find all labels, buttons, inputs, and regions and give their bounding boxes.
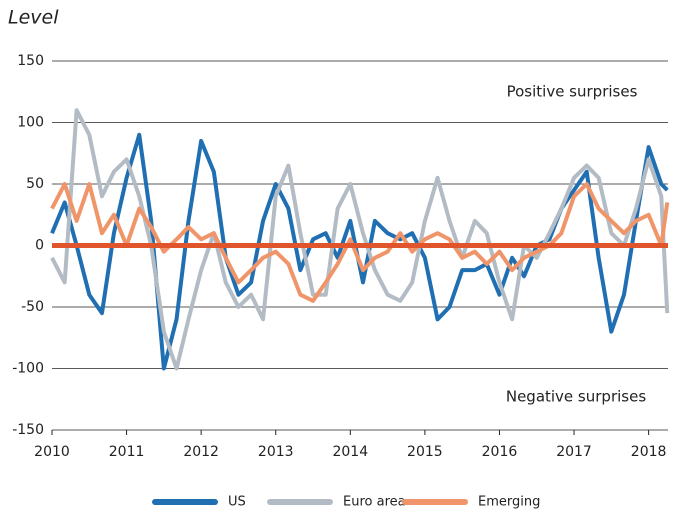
x-tick-label: 2017 (556, 444, 592, 460)
annotation: Positive surprises (507, 83, 638, 101)
annotation: Negative surprises (506, 388, 646, 406)
y-tick-label: -100 (12, 361, 44, 377)
x-tick-label: 2016 (482, 444, 518, 460)
x-tick-label: 2014 (332, 444, 368, 460)
y-tick-label: 0 (35, 238, 44, 254)
x-tick-label: 2010 (34, 444, 70, 460)
x-tick-label: 2012 (183, 444, 219, 460)
y-tick-label: 150 (17, 53, 44, 69)
line-series (50, 108, 670, 371)
y-tick-label: -50 (21, 299, 44, 315)
line-series (50, 182, 670, 303)
legend-label: Euro area (343, 495, 406, 510)
legend-label: Emerging (478, 495, 540, 510)
y-tick-label: 50 (26, 176, 44, 192)
line-series (50, 132, 669, 371)
y-tick-label: -150 (12, 422, 44, 438)
y-tick-label: 100 (17, 115, 44, 131)
chart-title: Level (8, 7, 59, 29)
legend-label: US (228, 495, 246, 510)
x-tick-label: 2018 (631, 444, 667, 460)
x-tick-label: 2015 (407, 444, 443, 460)
x-tick-label: 2013 (258, 444, 294, 460)
x-tick-label: 2011 (109, 444, 145, 460)
